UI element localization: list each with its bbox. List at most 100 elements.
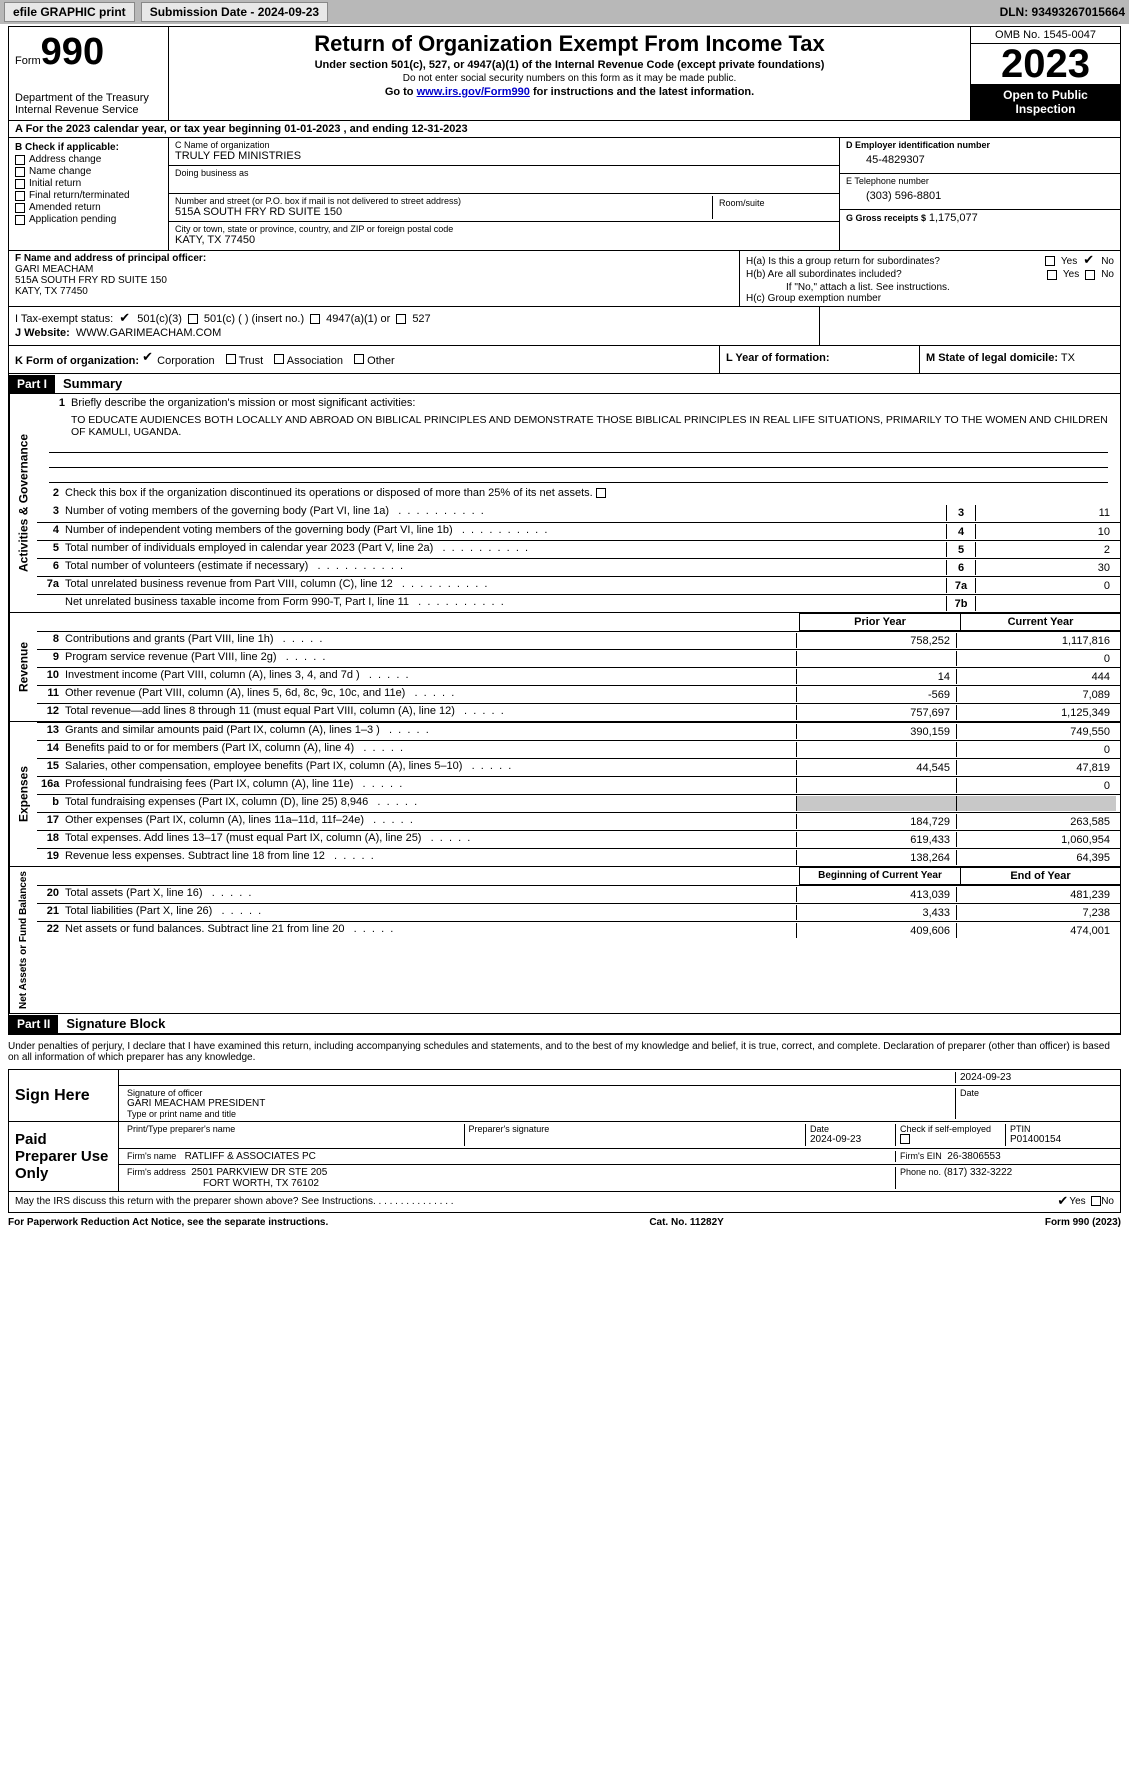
tax-status-label: I Tax-exempt status: <box>15 313 113 325</box>
line-8: 8Contributions and grants (Part VIII, li… <box>37 631 1120 649</box>
line-12: 12Total revenue—add lines 8 through 11 (… <box>37 703 1120 721</box>
officer-addr1: 515A SOUTH FRY RD SUITE 150 <box>15 275 733 286</box>
section-bcde: B Check if applicable: Address change Na… <box>9 138 1120 251</box>
chk-name-change[interactable] <box>15 167 25 177</box>
corp-check-icon <box>142 352 154 364</box>
gov-line-5: 5Total number of individuals employed in… <box>37 540 1120 558</box>
gov-line-3: 3Number of voting members of the governi… <box>37 504 1120 522</box>
dln-label: DLN: 93493267015664 <box>1000 5 1125 19</box>
hb-yes-box[interactable] <box>1047 270 1057 280</box>
line-16a: 16aProfessional fundraising fees (Part I… <box>37 776 1120 794</box>
section-net-assets: Net Assets or Fund Balances Beginning of… <box>9 867 1120 1014</box>
ptin-value: P01400154 <box>1010 1134 1112 1145</box>
current-year-header: Current Year <box>960 613 1120 631</box>
line-15: 15Salaries, other compensation, employee… <box>37 758 1120 776</box>
city-value: KATY, TX 77450 <box>175 234 833 246</box>
self-employed-box[interactable] <box>900 1134 910 1144</box>
hc-label: H(c) Group exemption number <box>746 293 1114 304</box>
c-other-box[interactable] <box>188 314 198 324</box>
year-formation-label: L Year of formation: <box>726 352 830 364</box>
dept-treasury: Department of the Treasury <box>15 92 162 104</box>
firm-addr1: 2501 PARKVIEW DR STE 205 <box>191 1167 327 1178</box>
declaration-text: Under penalties of perjury, I declare th… <box>0 1037 1129 1067</box>
firm-name-label: Firm's name <box>127 1151 176 1161</box>
side-label-rev: Revenue <box>9 613 37 721</box>
gov-line-7b: Net unrelated business taxable income fr… <box>37 594 1120 612</box>
beg-year-header: Beginning of Current Year <box>800 867 960 885</box>
chk-amended[interactable] <box>15 203 25 213</box>
row-a-tax-year: A For the 2023 calendar year, or tax yea… <box>9 121 1120 138</box>
col-de: D Employer identification number 45-4829… <box>840 138 1120 250</box>
chk-app-pending[interactable] <box>15 215 25 225</box>
submission-date-button[interactable]: Submission Date - 2024-09-23 <box>141 2 328 22</box>
form-subtitle-3: Go to www.irs.gov/Form990 for instructio… <box>177 86 962 98</box>
4947-box[interactable] <box>310 314 320 324</box>
prep-date: 2024-09-23 <box>810 1134 891 1145</box>
section-revenue: Revenue Prior Year Current Year 8Contrib… <box>9 613 1120 722</box>
form-header: Form990 Department of the Treasury Inter… <box>9 27 1120 121</box>
officer-addr2: KATY, TX 77450 <box>15 286 733 297</box>
527-box[interactable] <box>396 314 406 324</box>
row-k: K Form of organization: Corporation Trus… <box>9 346 1120 374</box>
other-box[interactable] <box>354 354 364 364</box>
line-13: 13Grants and similar amounts paid (Part … <box>37 722 1120 740</box>
line2-text: Check this box if the organization disco… <box>65 487 1116 499</box>
street-label: Number and street (or P.O. box if mail i… <box>175 196 712 206</box>
row-ij: I Tax-exempt status: 501(c)(3) 501(c) ( … <box>9 307 1120 346</box>
line2-box[interactable] <box>596 488 606 498</box>
line-19: 19Revenue less expenses. Subtract line 1… <box>37 848 1120 866</box>
chk-initial-return[interactable] <box>15 179 25 189</box>
line-9: 9Program service revenue (Part VIII, lin… <box>37 649 1120 667</box>
phone-value: (303) 596-8801 <box>846 186 1114 202</box>
side-label-net: Net Assets or Fund Balances <box>9 867 37 1013</box>
ein-value: 45-4829307 <box>846 150 1114 166</box>
footer-left: For Paperwork Reduction Act Notice, see … <box>8 1217 328 1228</box>
date-label: Date <box>960 1088 1112 1098</box>
trust-box[interactable] <box>226 354 236 364</box>
footer: For Paperwork Reduction Act Notice, see … <box>0 1215 1129 1230</box>
tax-year: 2023 <box>971 44 1120 84</box>
hb-no-box[interactable] <box>1085 270 1095 280</box>
c3-check-icon <box>119 313 131 325</box>
line-18: 18Total expenses. Add lines 13–17 (must … <box>37 830 1120 848</box>
gov-line-7a: 7aTotal unrelated business revenue from … <box>37 576 1120 594</box>
line-22: 22Net assets or fund balances. Subtract … <box>37 921 1120 939</box>
firm-addr2: FORT WORTH, TX 76102 <box>127 1178 891 1189</box>
ha-yes-box[interactable] <box>1045 256 1055 266</box>
chk-final-return[interactable] <box>15 191 25 201</box>
state-domicile-value: TX <box>1061 352 1075 364</box>
efile-print-button[interactable]: efile GRAPHIC print <box>4 2 135 22</box>
line-14: 14Benefits paid to or for members (Part … <box>37 740 1120 758</box>
gross-label: G Gross receipts $ <box>846 213 926 223</box>
irs-link[interactable]: www.irs.gov/Form990 <box>417 86 530 98</box>
line-b: bTotal fundraising expenses (Part IX, co… <box>37 794 1120 812</box>
footer-right: Form 990 (2023) <box>1045 1217 1121 1228</box>
part1-title: Summary <box>55 374 130 393</box>
side-label-exp: Expenses <box>9 722 37 866</box>
line1-label: Briefly describe the organization's miss… <box>71 397 1110 409</box>
line-10: 10Investment income (Part VIII, column (… <box>37 667 1120 685</box>
part1-header-row: Part I Summary <box>9 374 1120 394</box>
firm-phone: (817) 332-3222 <box>944 1167 1012 1178</box>
discuss-label: May the IRS discuss this return with the… <box>15 1196 1057 1208</box>
paid-preparer-label: Paid Preparer Use Only <box>9 1122 119 1191</box>
assoc-box[interactable] <box>274 354 284 364</box>
check-self-employed: Check if self-employed <box>896 1124 1006 1146</box>
form-subtitle-1: Under section 501(c), 527, or 4947(a)(1)… <box>177 59 962 71</box>
section-activities-governance: Activities & Governance 1Briefly describ… <box>9 394 1120 613</box>
col-b-checkboxes: B Check if applicable: Address change Na… <box>9 138 169 250</box>
firm-name: RATLIFF & ASSOCIATES PC <box>185 1151 316 1162</box>
org-name: TRULY FED MINISTRIES <box>175 150 833 162</box>
discuss-no-box[interactable] <box>1091 1196 1101 1206</box>
sign-here-label: Sign Here <box>9 1070 119 1121</box>
firm-ein-label: Firm's EIN <box>900 1151 942 1161</box>
street-value: 515A SOUTH FRY RD SUITE 150 <box>175 206 712 218</box>
sig-date: 2024-09-23 <box>960 1072 1011 1083</box>
discuss-yes-check-icon <box>1057 1196 1069 1208</box>
part2-badge: Part II <box>9 1015 58 1033</box>
prep-name-label: Print/Type preparer's name <box>127 1124 460 1134</box>
col-f-officer: F Name and address of principal officer:… <box>9 251 740 306</box>
form-org-label: K Form of organization: <box>15 355 139 367</box>
chk-address-change[interactable] <box>15 155 25 165</box>
signature-block: Sign Here 2024-09-23 Signature of office… <box>8 1069 1121 1213</box>
